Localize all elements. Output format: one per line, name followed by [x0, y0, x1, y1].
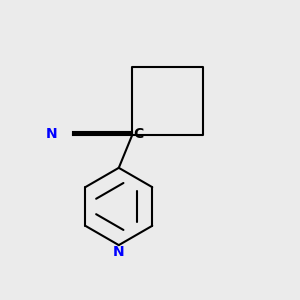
Text: C: C: [134, 127, 144, 141]
Text: N: N: [113, 245, 124, 259]
Text: N: N: [46, 127, 58, 141]
